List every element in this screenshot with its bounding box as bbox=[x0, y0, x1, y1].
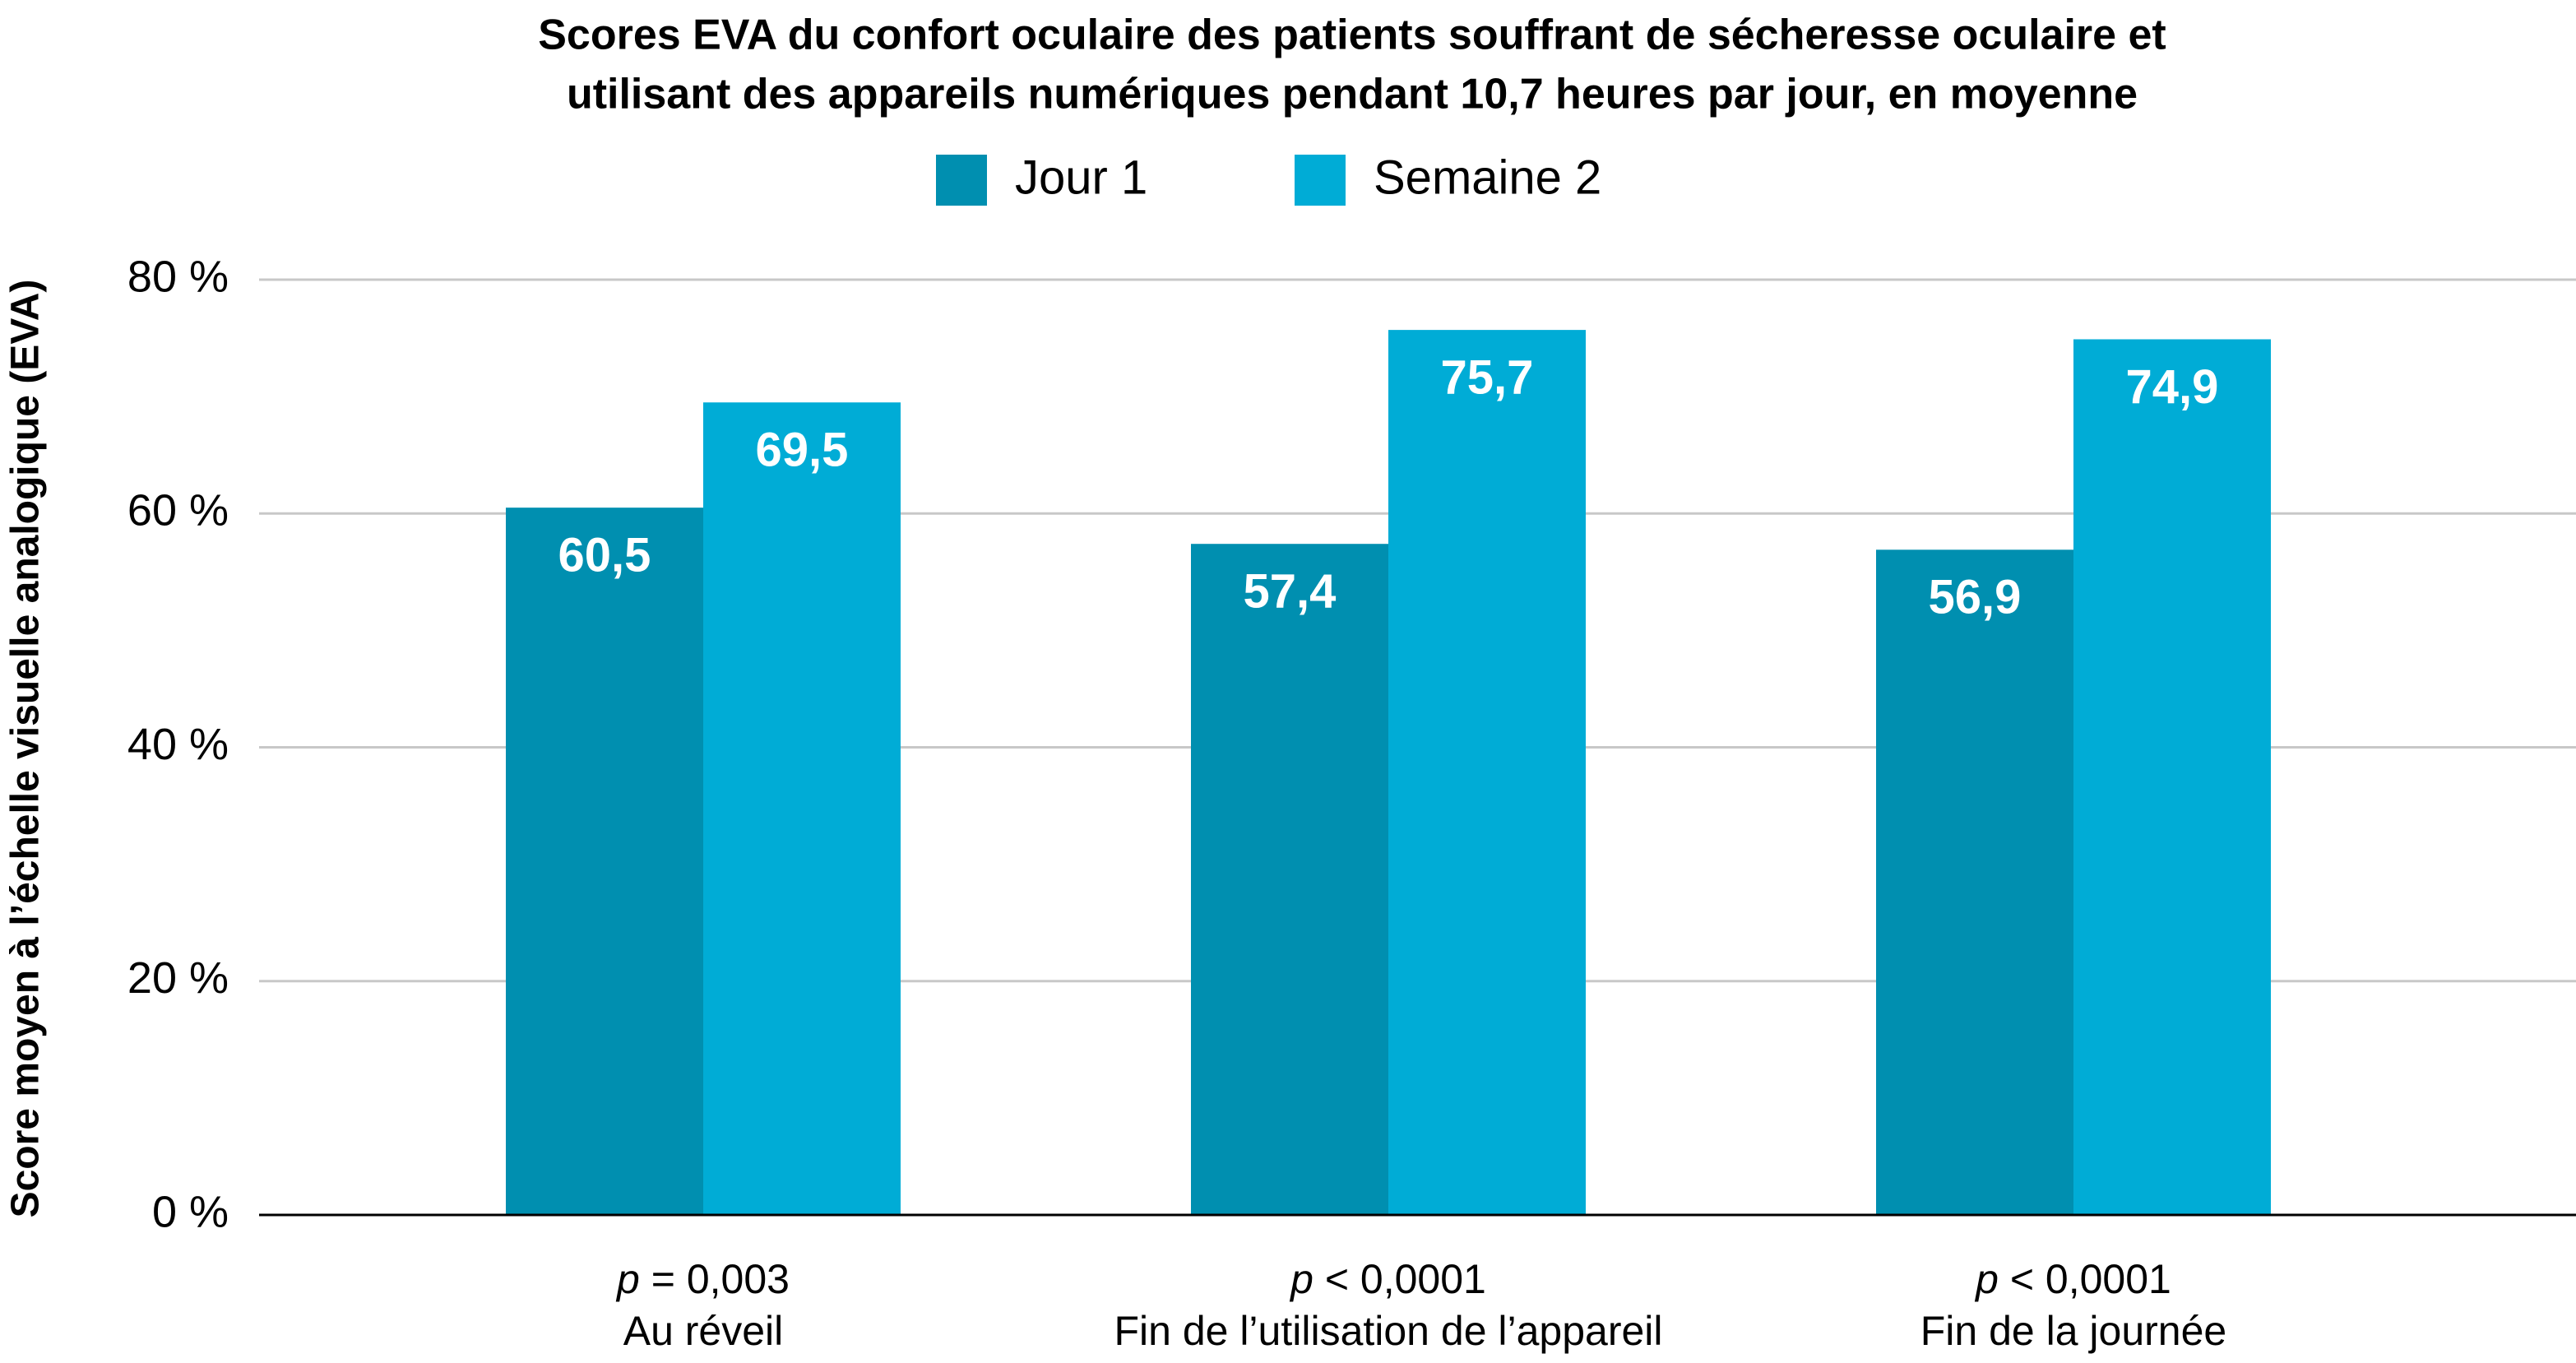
chart-title: Scores EVA du confort oculaire des patie… bbox=[538, 12, 2166, 118]
bar bbox=[1388, 330, 1586, 1215]
x-axis-categories: p = 0,003 Au réveil p < 0,0001 Fin de l’uti… bbox=[615, 1256, 2226, 1354]
legend: Jour 1 Semaine 2 bbox=[936, 151, 1601, 206]
bar-data-labels: 60,5 69,5 57,4 75,7 56,9 74,9 bbox=[558, 350, 2219, 624]
bar-value-label: 74,9 bbox=[2126, 360, 2219, 414]
chart-title-line: utilisant des appareils numériques penda… bbox=[567, 71, 2138, 118]
y-axis-label: Score moyen à l’échelle visuelle analogi… bbox=[4, 280, 48, 1218]
y-tick-label: 0 % bbox=[152, 1187, 229, 1236]
bar-value-label: 56,9 bbox=[1929, 571, 2022, 624]
bar bbox=[506, 508, 703, 1215]
bar bbox=[2073, 339, 2271, 1215]
p-value-label: p < 0,0001 bbox=[1974, 1256, 2171, 1302]
legend-label: Semaine 2 bbox=[1374, 151, 1601, 204]
bar bbox=[1876, 549, 2073, 1215]
legend-label: Jour 1 bbox=[1015, 151, 1147, 204]
p-value-label: p = 0,003 bbox=[615, 1256, 790, 1302]
y-tick-label: 20 % bbox=[127, 953, 229, 1003]
y-tick-label: 80 % bbox=[127, 252, 229, 301]
bar-value-label: 57,4 bbox=[1244, 565, 1337, 619]
y-axis-label-text: Score moyen à l’échelle visuelle analogi… bbox=[4, 280, 48, 1218]
bar-value-label: 60,5 bbox=[558, 528, 651, 582]
legend-swatch bbox=[936, 155, 987, 206]
bars bbox=[506, 330, 2271, 1215]
chart-title-line: Scores EVA du confort oculaire des patie… bbox=[538, 12, 2166, 59]
x-category-label: Fin de la journée bbox=[1920, 1308, 2226, 1354]
p-value-label: p < 0,0001 bbox=[1289, 1256, 1486, 1302]
bar bbox=[703, 402, 901, 1215]
bar-value-label: 75,7 bbox=[1441, 350, 1534, 404]
x-category-label: Au réveil bbox=[623, 1308, 784, 1354]
x-category-label: Fin de l’utilisation de l’appareil bbox=[1114, 1308, 1662, 1354]
legend-swatch bbox=[1295, 155, 1346, 206]
bar-value-label: 69,5 bbox=[756, 424, 849, 477]
y-tick-label: 60 % bbox=[127, 486, 229, 535]
y-tick-label: 40 % bbox=[127, 720, 229, 769]
bar bbox=[1191, 544, 1388, 1215]
y-axis-ticks: 0 % 20 % 40 % 60 % 80 % bbox=[127, 252, 229, 1236]
